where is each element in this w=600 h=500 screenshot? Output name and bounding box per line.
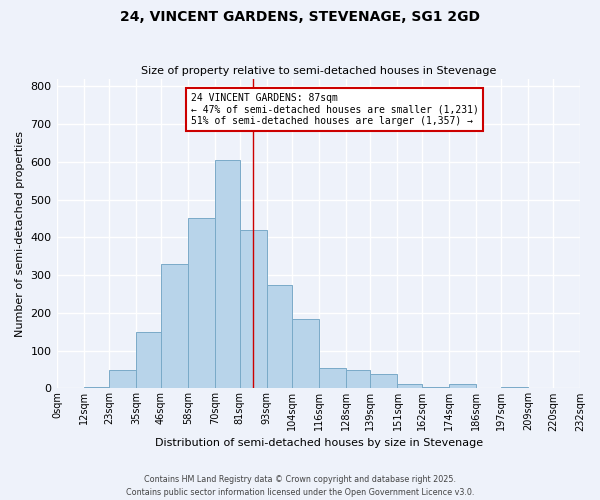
Bar: [292, 318, 319, 388]
Bar: [319, 368, 346, 388]
Text: Contains HM Land Registry data © Crown copyright and database right 2025.
Contai: Contains HM Land Registry data © Crown c…: [126, 475, 474, 497]
Bar: [501, 386, 528, 388]
Bar: [136, 332, 161, 388]
X-axis label: Distribution of semi-detached houses by size in Stevenage: Distribution of semi-detached houses by …: [155, 438, 482, 448]
Bar: [84, 386, 109, 388]
Bar: [346, 370, 370, 388]
Y-axis label: Number of semi-detached properties: Number of semi-detached properties: [15, 130, 25, 336]
Bar: [370, 374, 397, 388]
Bar: [188, 218, 215, 388]
Text: 24 VINCENT GARDENS: 87sqm
← 47% of semi-detached houses are smaller (1,231)
51% : 24 VINCENT GARDENS: 87sqm ← 47% of semi-…: [191, 92, 478, 126]
Bar: [267, 284, 292, 389]
Bar: [161, 264, 188, 388]
Title: Size of property relative to semi-detached houses in Stevenage: Size of property relative to semi-detach…: [141, 66, 496, 76]
Bar: [422, 386, 449, 388]
Bar: [449, 384, 476, 388]
Bar: [397, 384, 422, 388]
Bar: [240, 230, 267, 388]
Text: 24, VINCENT GARDENS, STEVENAGE, SG1 2GD: 24, VINCENT GARDENS, STEVENAGE, SG1 2GD: [120, 10, 480, 24]
Bar: [215, 160, 240, 388]
Bar: [109, 370, 136, 388]
